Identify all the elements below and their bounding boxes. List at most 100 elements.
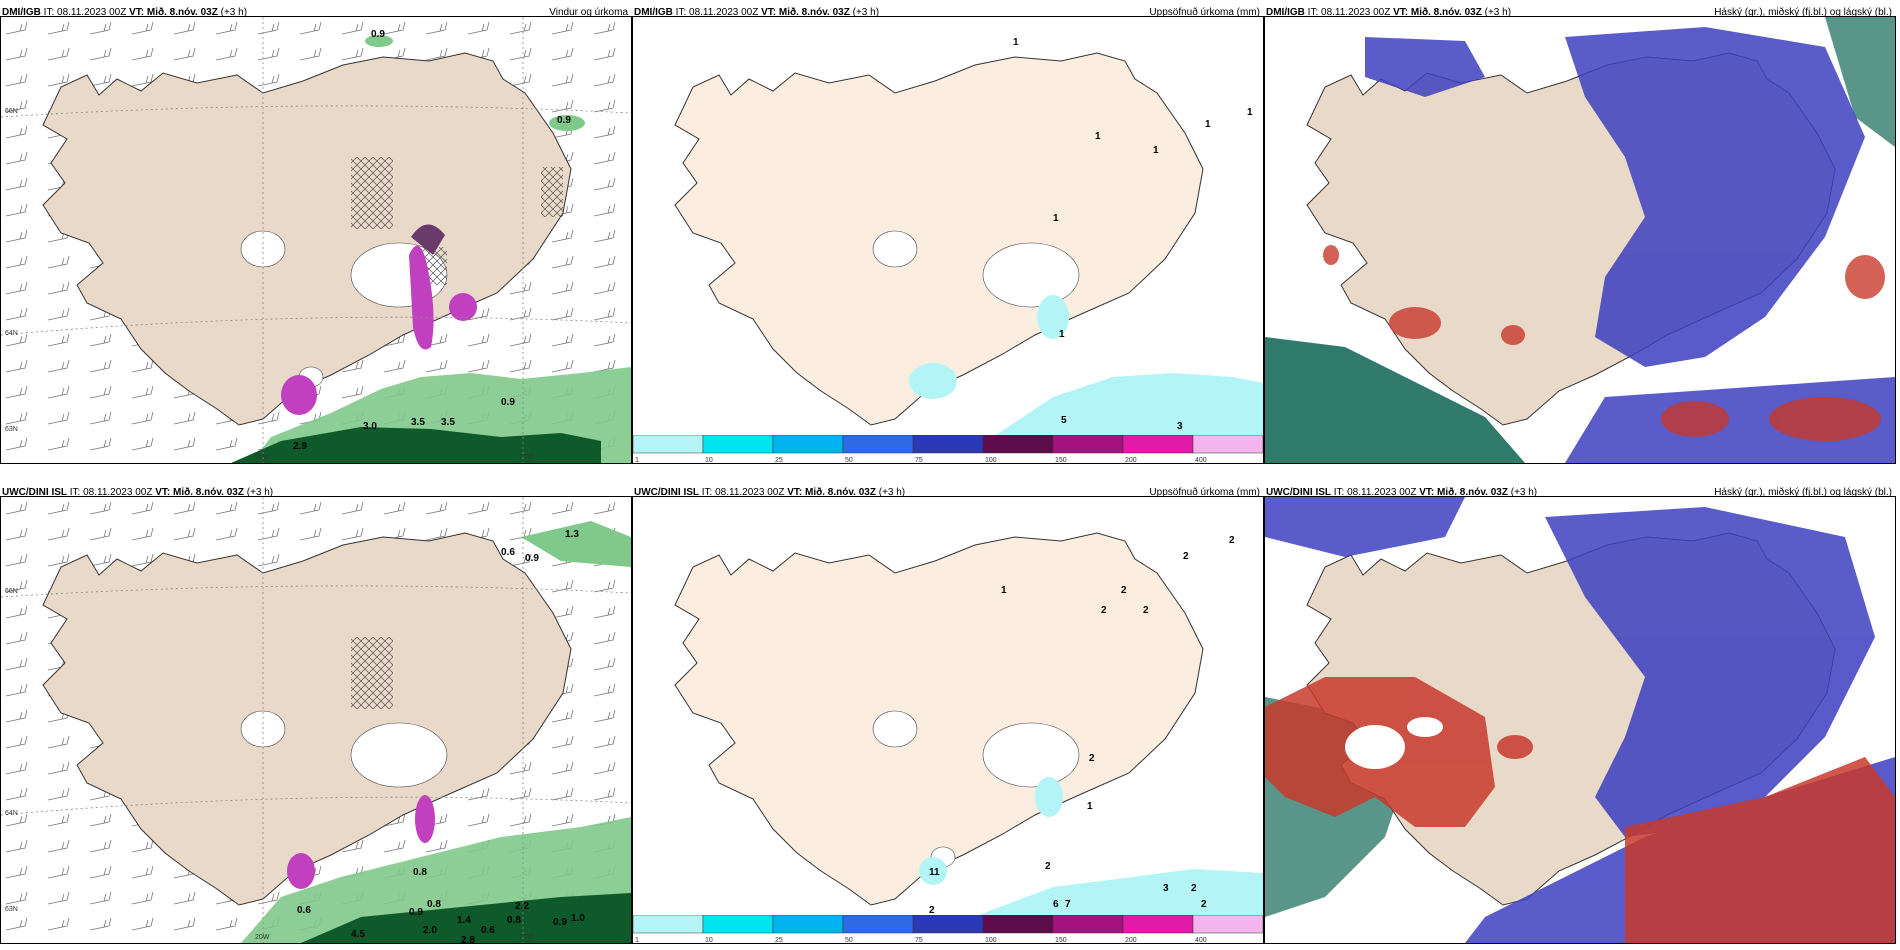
colorbar-tick-label: 50 <box>845 937 853 943</box>
svg-text:0.8: 0.8 <box>413 867 427 878</box>
high-cloud-area <box>1265 337 1525 463</box>
colorbar-tick-label: 50 <box>845 457 853 463</box>
svg-text:1: 1 <box>1087 801 1093 812</box>
precip-cyan <box>919 777 1263 917</box>
panel-header: UWC/DINI ISL IT: 08.11.2023 00Z VT: Mið.… <box>1266 487 1892 498</box>
precip-green <box>241 521 631 943</box>
svg-text:2.2: 2.2 <box>515 901 529 912</box>
panel-header: DMI/IGB IT: 08.11.2023 00Z VT: Mið. 8.nó… <box>1266 7 1892 18</box>
svg-text:66N: 66N <box>5 108 18 115</box>
white-gaps <box>1345 717 1443 769</box>
svg-text:3.5: 3.5 <box>411 417 425 428</box>
svg-text:5: 5 <box>1061 415 1067 426</box>
svg-text:1: 1 <box>1013 37 1019 48</box>
svg-text:1: 1 <box>1053 213 1059 224</box>
panel-accum-precip-dmi: DMI/IGB IT: 08.11.2023 00Z VT: Mið. 8.nó… <box>632 0 1264 468</box>
svg-text:1: 1 <box>1153 145 1159 156</box>
svg-text:15W: 15W <box>519 934 534 941</box>
colorbar-swatch <box>1052 435 1124 454</box>
svg-text:20W: 20W <box>255 934 270 941</box>
colorbar-tick-label: 75 <box>915 457 923 463</box>
colorbar-swatch <box>842 915 914 934</box>
precip-value-labels: 1.3 0.6 0.9 0.8 0.6 0.8 0.9 1.4 2.2 0.8 … <box>297 529 585 943</box>
svg-text:2: 2 <box>1121 585 1127 596</box>
svg-text:0.9: 0.9 <box>371 29 385 40</box>
colorbar-swatch <box>1122 915 1194 934</box>
colorbar: 1 10 25 50 75 100 150 200 400 <box>633 435 1263 463</box>
colorbar-swatch <box>1192 915 1263 934</box>
svg-text:1: 1 <box>1247 107 1253 118</box>
map-area <box>1264 16 1896 464</box>
colorbar-tick-label: 25 <box>775 937 783 943</box>
svg-text:6: 6 <box>1053 899 1059 910</box>
colorbar-tick-label: 200 <box>1125 937 1137 943</box>
colorbar-tick-label: 150 <box>1055 457 1067 463</box>
colorbar-swatch <box>982 915 1054 934</box>
svg-text:2: 2 <box>1089 753 1095 764</box>
svg-text:1.3: 1.3 <box>565 529 579 540</box>
svg-text:2: 2 <box>1045 861 1051 872</box>
svg-text:0.6: 0.6 <box>481 925 495 936</box>
panel-header: DMI/IGB IT: 08.11.2023 00Z VT: Mið. 8.nó… <box>2 7 628 18</box>
colorbar-swatch <box>772 435 844 454</box>
svg-text:64N: 64N <box>5 810 18 817</box>
svg-text:2: 2 <box>1201 899 1207 910</box>
panel-wind-precip-uwc: UWC/DINI ISL IT: 08.11.2023 00Z VT: Mið.… <box>0 480 632 948</box>
svg-text:15W: 15W <box>519 454 534 461</box>
colorbar-swatch <box>842 435 914 454</box>
svg-text:2.0: 2.0 <box>423 925 437 936</box>
colorbar-tick-label: 75 <box>915 937 923 943</box>
precip-green <box>231 35 631 463</box>
svg-text:2.9: 2.9 <box>293 441 307 452</box>
precip-purple <box>287 795 435 889</box>
precip-value-labels: 2 2 1 2 2 2 2 1 11 2 6 7 3 2 2 2 <box>929 535 1235 916</box>
svg-text:0.9: 0.9 <box>501 397 515 408</box>
lat-labels: 66N 64N 63N <box>5 108 18 433</box>
colorbar-swatch <box>633 915 704 934</box>
svg-text:63N: 63N <box>5 426 18 433</box>
svg-text:20W: 20W <box>255 454 270 461</box>
colorbar-tick-label: 200 <box>1125 457 1137 463</box>
panel-wind-precip-dmi: DMI/IGB IT: 08.11.2023 00Z VT: Mið. 8.nó… <box>0 0 632 468</box>
lon-labels: 20W 15W <box>255 454 534 461</box>
map-area: 66N 64N 63N 20W 15W 0.9 0.9 0.9 3.0 3.5 … <box>0 16 632 464</box>
colorbar-swatch <box>1052 915 1124 934</box>
glacier-patches <box>872 710 1080 868</box>
svg-text:0.6: 0.6 <box>297 905 311 916</box>
map-area <box>1264 496 1896 944</box>
colorbar-swatch <box>1192 435 1263 454</box>
colorbar-swatch <box>982 435 1054 454</box>
svg-text:2.8: 2.8 <box>461 935 475 943</box>
colorbar-tick-label: 1 <box>635 937 639 943</box>
svg-text:64N: 64N <box>5 330 18 337</box>
colorbar-tick-label: 10 <box>705 937 713 943</box>
panel-header: DMI/IGB IT: 08.11.2023 00Z VT: Mið. 8.nó… <box>634 7 1260 18</box>
colorbar-swatch <box>912 915 984 934</box>
svg-text:1: 1 <box>1001 585 1007 596</box>
svg-text:3.0: 3.0 <box>363 421 377 432</box>
svg-text:0.9: 0.9 <box>409 907 423 918</box>
svg-text:3.5: 3.5 <box>441 417 455 428</box>
svg-text:0.6: 0.6 <box>501 547 515 558</box>
colorbar-tick-label: 400 <box>1195 937 1207 943</box>
colorbar: 1 10 25 50 75 100 150 200 400 <box>633 915 1263 943</box>
svg-text:7: 7 <box>1065 899 1071 910</box>
panel-clouds-dmi: DMI/IGB IT: 08.11.2023 00Z VT: Mið. 8.nó… <box>1264 0 1896 468</box>
svg-text:1: 1 <box>1205 119 1211 130</box>
mid-cloud-area <box>1323 245 1885 441</box>
svg-text:3: 3 <box>1177 421 1183 432</box>
panel-clouds-uwc: UWC/DINI ISL IT: 08.11.2023 00Z VT: Mið.… <box>1264 480 1896 948</box>
map-area: 1 1 1 1 1 1 1 5 3 1 10 25 50 75 100 150 200 400 <box>632 16 1264 464</box>
colorbar-swatch <box>912 435 984 454</box>
precip-cyan <box>909 295 1263 437</box>
precip-purple <box>281 224 477 415</box>
svg-text:0.9: 0.9 <box>553 917 567 928</box>
svg-text:11: 11 <box>929 867 940 878</box>
glacier-patches <box>240 637 448 788</box>
svg-text:2: 2 <box>1183 551 1189 562</box>
colorbar-swatch <box>633 435 704 454</box>
colorbar-swatch <box>1122 435 1194 454</box>
colorbar-tick-label: 100 <box>985 457 997 463</box>
svg-text:2: 2 <box>1143 605 1149 616</box>
panel-header: UWC/DINI ISL IT: 08.11.2023 00Z VT: Mið.… <box>2 487 274 498</box>
